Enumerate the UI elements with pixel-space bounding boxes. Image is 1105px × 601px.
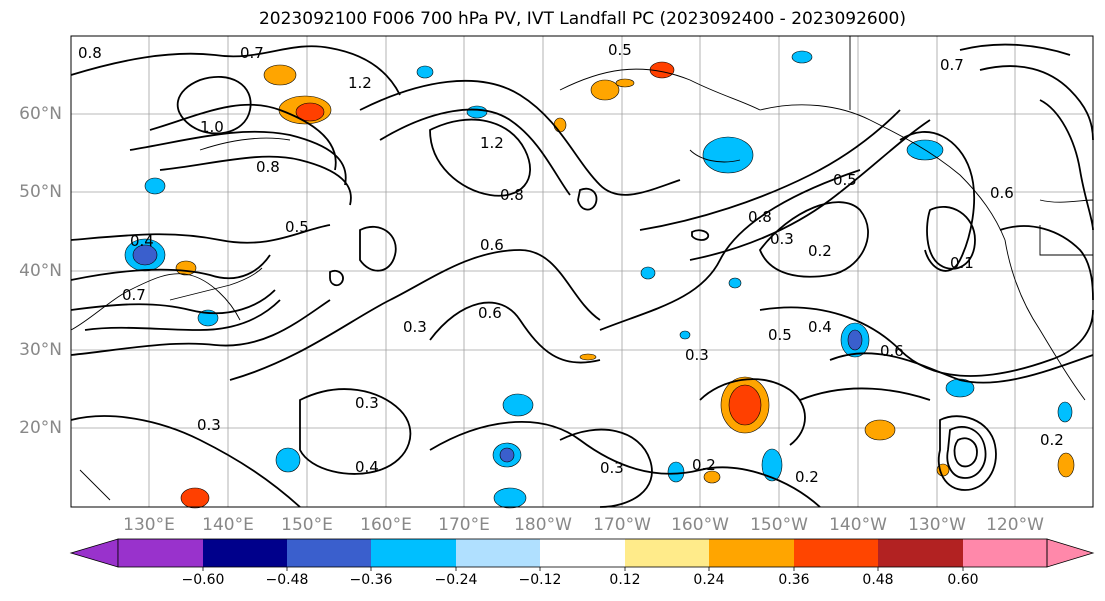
lat-label: 50°N bbox=[19, 182, 62, 202]
lon-label: 140°E bbox=[202, 515, 254, 535]
contour-label: 0.5 bbox=[768, 326, 792, 344]
contour-label: 0.3 bbox=[770, 230, 794, 248]
contour-label: 0.3 bbox=[197, 416, 221, 434]
lon-label: 140°W bbox=[829, 515, 887, 535]
colorbar-tick-label: 0.12 bbox=[609, 572, 641, 588]
lon-label: 120°W bbox=[986, 515, 1044, 535]
colorbar-extend-high bbox=[1046, 538, 1095, 568]
contour-label: 0.7 bbox=[122, 286, 146, 304]
colorbar-tick-label: −0.60 bbox=[181, 572, 225, 588]
contour-label: 0.5 bbox=[833, 171, 857, 189]
colorbar-tick-label: 0.60 bbox=[947, 572, 979, 588]
contour-label: 0.6 bbox=[990, 184, 1014, 202]
contour-label: 0.2 bbox=[808, 242, 832, 260]
colorbar-extend-low bbox=[69, 538, 119, 568]
map-frame bbox=[70, 35, 1094, 508]
lon-label: 170°W bbox=[593, 515, 651, 535]
contour-label: 0.1 bbox=[950, 254, 974, 272]
contour-label: 0.3 bbox=[355, 394, 379, 412]
contour-label: 0.4 bbox=[808, 318, 832, 336]
colorbar-tick-label: 0.36 bbox=[778, 572, 810, 588]
contour-label: 0.8 bbox=[500, 186, 524, 204]
contour-label: 0.2 bbox=[795, 468, 819, 486]
contour-label: 0.3 bbox=[600, 459, 624, 477]
contour-label: 0.7 bbox=[940, 56, 964, 74]
contour-label: 0.3 bbox=[403, 318, 427, 336]
colorbar-tick-label: −0.12 bbox=[518, 572, 562, 588]
map-title: 2023092100 F006 700 hPa PV, IVT Landfall… bbox=[258, 9, 906, 29]
colorbar-tick-label: −0.36 bbox=[349, 572, 393, 588]
contour-label: 0.7 bbox=[240, 44, 264, 62]
colorbar-tick-label: 0.48 bbox=[862, 572, 894, 588]
lat-label: 20°N bbox=[19, 418, 62, 438]
contour-label: 1.0 bbox=[200, 118, 224, 136]
lon-label: 150°E bbox=[281, 515, 333, 535]
pv-shading bbox=[124, 50, 1075, 509]
contour-label: 0.8 bbox=[748, 208, 772, 226]
lat-label: 40°N bbox=[19, 261, 62, 281]
contour-label: 0.6 bbox=[880, 342, 904, 360]
coastlines bbox=[70, 36, 1094, 501]
contour-label: 0.5 bbox=[608, 41, 632, 59]
contour-label: 0.8 bbox=[78, 44, 102, 62]
contour-label: 0.2 bbox=[692, 456, 716, 474]
contour-label: 0.6 bbox=[478, 304, 502, 322]
lon-label: 150°W bbox=[750, 515, 808, 535]
contour-label: 0.2 bbox=[1040, 431, 1064, 449]
lon-label: 160°E bbox=[360, 515, 412, 535]
lat-label: 60°N bbox=[19, 104, 62, 124]
contour-label: 0.8 bbox=[256, 158, 280, 176]
pv-contours bbox=[70, 43, 1094, 508]
colorbar-tick-label: 0.24 bbox=[693, 572, 725, 588]
colorbar bbox=[69, 538, 1095, 571]
contour-label: 0.4 bbox=[130, 232, 154, 250]
colorbar-tick-label: −0.24 bbox=[434, 572, 478, 588]
contour-label: 0.3 bbox=[685, 346, 709, 364]
contour-label: 0.4 bbox=[355, 458, 379, 476]
lon-label: 170°E bbox=[438, 515, 490, 535]
graticule bbox=[71, 36, 1093, 507]
contour-label: 0.5 bbox=[285, 218, 309, 236]
lon-label: 180°W bbox=[514, 515, 572, 535]
contour-label: 0.6 bbox=[480, 236, 504, 254]
lat-label: 30°N bbox=[19, 340, 62, 360]
lon-label: 130°E bbox=[123, 515, 175, 535]
lon-label: 130°W bbox=[908, 515, 966, 535]
lon-label: 160°W bbox=[671, 515, 729, 535]
colorbar-tick-label: −0.48 bbox=[265, 572, 309, 588]
contour-label: 1.2 bbox=[480, 134, 504, 152]
contour-label: 1.2 bbox=[348, 74, 372, 92]
contour-labels: 0.8 0.7 1.2 1.0 0.8 0.5 0.4 0.7 0.5 0.3 … bbox=[78, 41, 1064, 486]
map-background bbox=[71, 36, 1093, 507]
